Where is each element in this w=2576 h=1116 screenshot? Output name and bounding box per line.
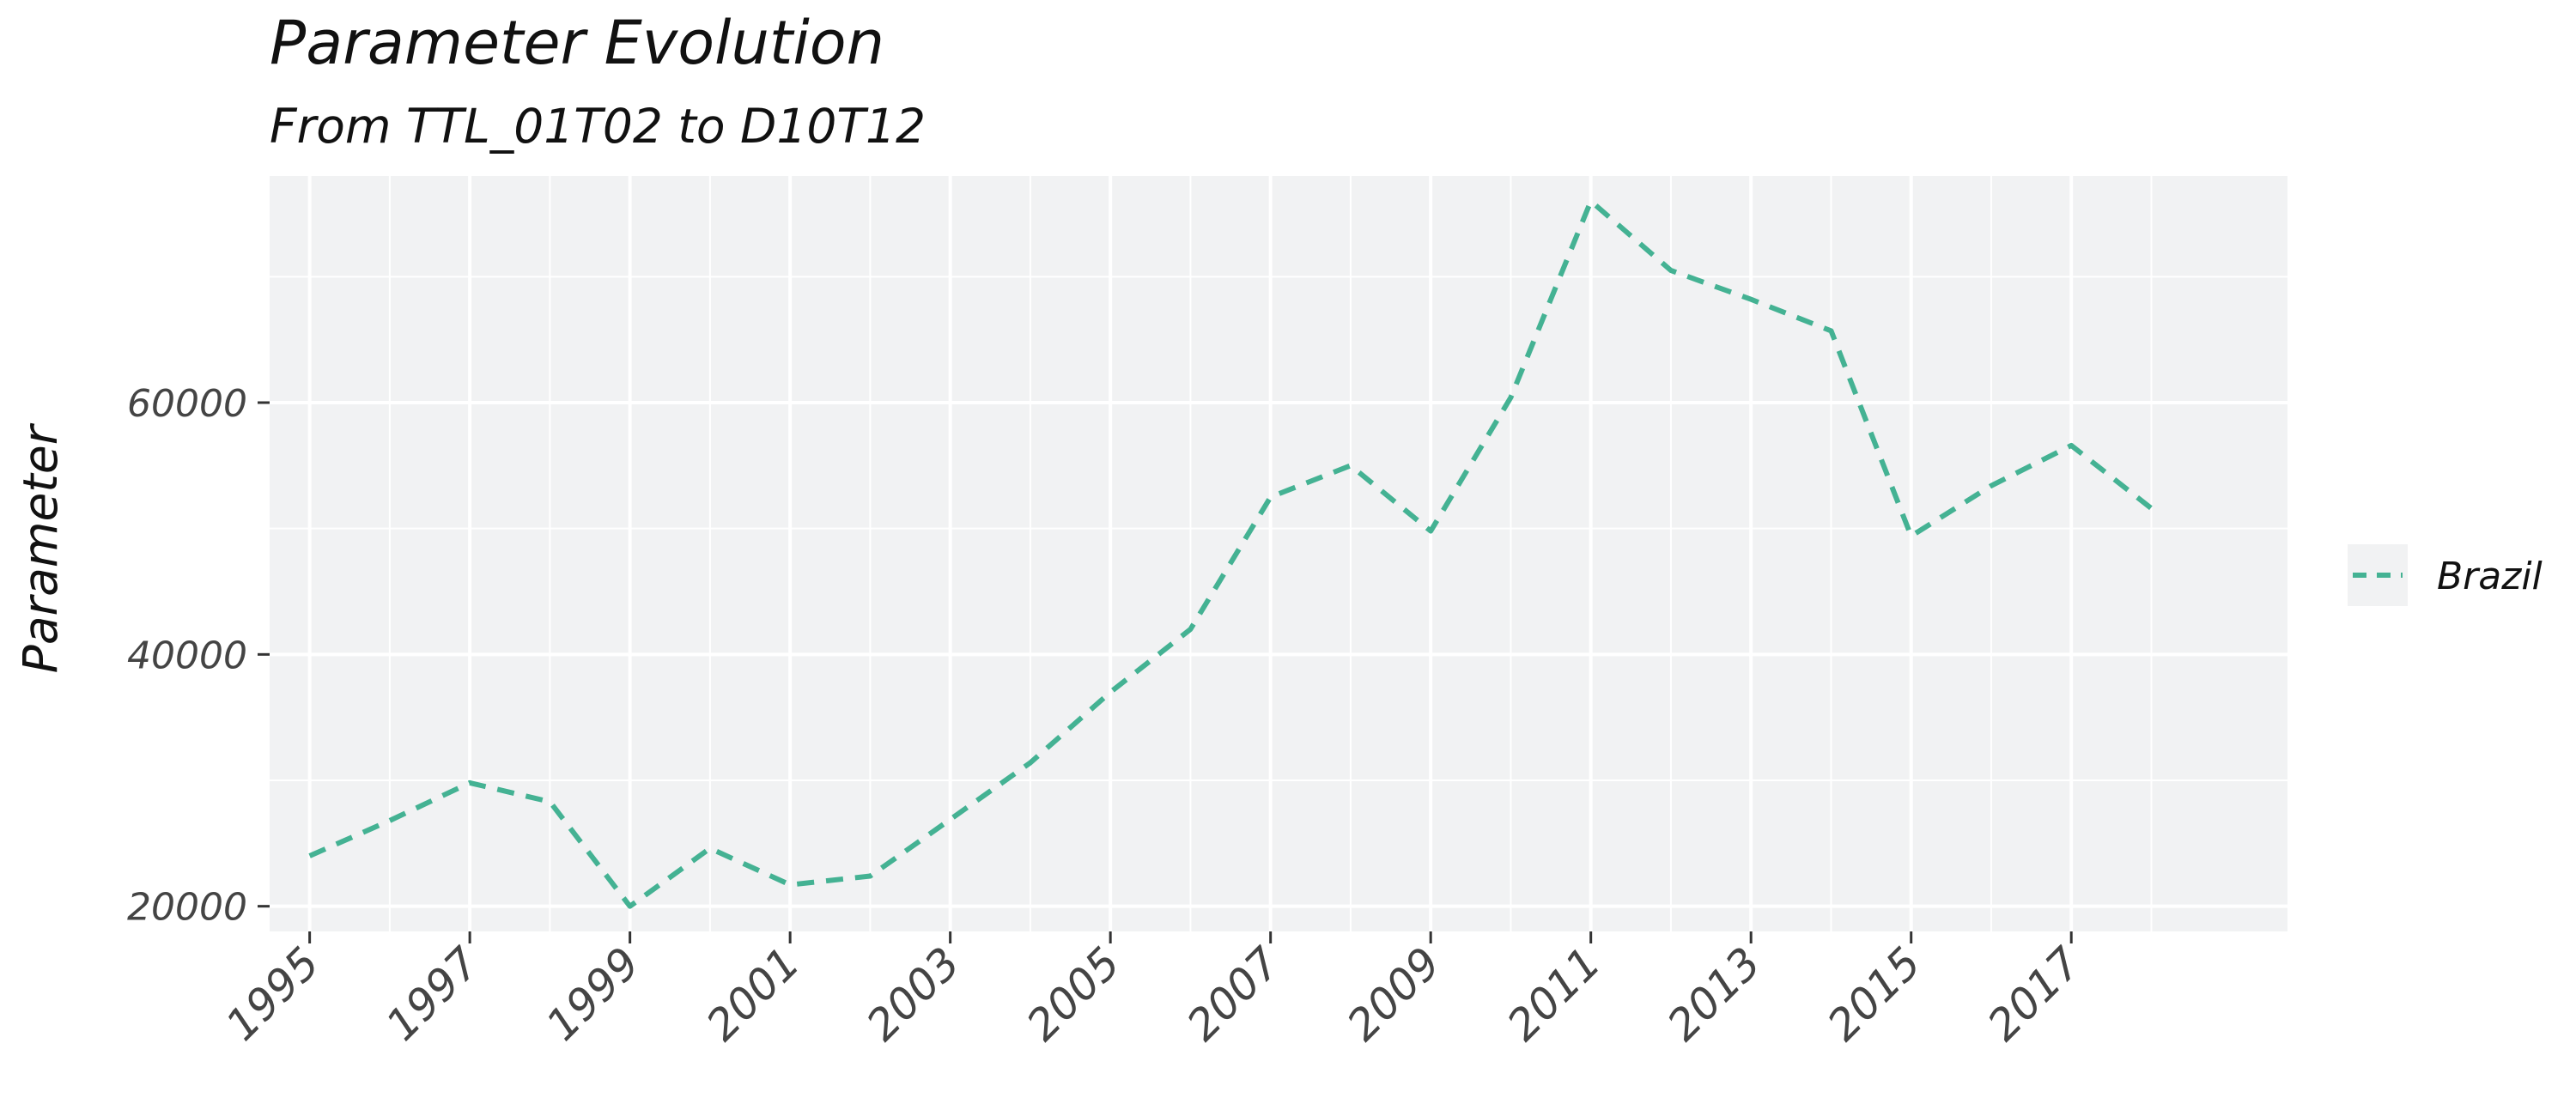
grid-minor xyxy=(270,176,2287,931)
data-point xyxy=(787,882,793,888)
data-point xyxy=(867,873,872,878)
data-point xyxy=(1748,297,1753,302)
data-point xyxy=(307,853,313,858)
x-tick-label: 2005 xyxy=(1018,937,1130,1050)
data-point xyxy=(547,799,552,804)
data-point xyxy=(1668,268,1674,273)
x-tick-label: 1995 xyxy=(216,937,329,1050)
y-tick-labels: 20000 40000 60000 xyxy=(127,382,247,930)
x-tick-label: 2013 xyxy=(1658,937,1771,1050)
y-tick-label: 60000 xyxy=(127,382,247,426)
data-point xyxy=(387,818,392,823)
data-point xyxy=(1028,760,1033,765)
data-point xyxy=(1989,483,1994,488)
x-tick-label: 1999 xyxy=(537,937,649,1050)
y-tick-label: 40000 xyxy=(127,634,247,677)
x-tick-label: 2001 xyxy=(697,937,810,1050)
data-point xyxy=(1909,533,1914,538)
x-tick-label: 2015 xyxy=(1818,937,1930,1050)
x-tick-label: 2009 xyxy=(1338,937,1450,1050)
series-line-brazil xyxy=(308,198,2154,909)
x-tick-label: 2017 xyxy=(1978,937,2091,1050)
x-tick-label: 2003 xyxy=(857,937,969,1050)
chart-title: Parameter Evolution xyxy=(270,8,884,78)
x-tick-label: 1997 xyxy=(377,937,489,1050)
plot-panel xyxy=(270,176,2287,931)
data-point xyxy=(1268,494,1273,500)
data-point xyxy=(1589,198,1594,203)
data-point xyxy=(948,816,953,822)
x-tick-label: 2011 xyxy=(1498,937,1610,1050)
data-point xyxy=(1348,463,1353,468)
data-point xyxy=(2148,506,2154,511)
x-tick-labels: 1995 1997 1999 2001 2003 2005 2007 2009 2011 2013… xyxy=(216,937,2091,1050)
data-point xyxy=(1188,627,1193,632)
data-point xyxy=(708,846,713,851)
y-tick-label: 20000 xyxy=(127,886,247,930)
legend-label-brazil: Brazil xyxy=(2437,555,2543,598)
data-point xyxy=(1828,328,1833,333)
axis-ticks xyxy=(258,401,2073,943)
legend: Brazil xyxy=(2348,544,2543,606)
chart-subtitle: From TTL_01T02 to D10T12 xyxy=(270,99,926,154)
data-point xyxy=(1508,395,1513,400)
grid-major xyxy=(270,176,2287,931)
x-tick-label: 2007 xyxy=(1177,937,1290,1050)
data-point xyxy=(467,780,472,785)
data-point xyxy=(628,904,633,909)
series-layer xyxy=(307,198,2154,909)
data-point xyxy=(1108,689,1113,694)
data-point xyxy=(2069,443,2074,448)
y-axis-title: Parameter xyxy=(13,422,68,673)
data-point xyxy=(1428,529,1433,534)
